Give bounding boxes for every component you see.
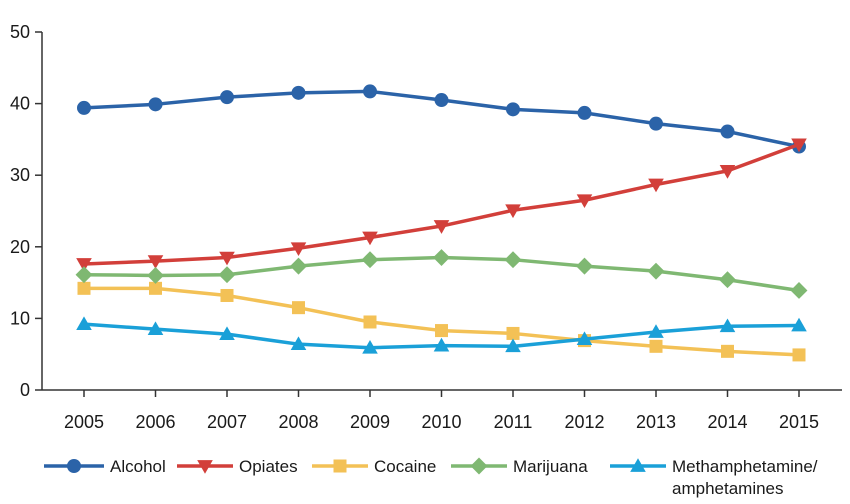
legend-item-cocaine: Cocaine [312, 457, 436, 476]
legend-marker [470, 457, 488, 475]
cocaine-point [363, 315, 377, 329]
series-layer [75, 84, 808, 362]
y-tick-label: 10 [10, 308, 30, 328]
opiates-point [505, 204, 521, 219]
opiates-point [791, 138, 807, 153]
legend-marker [333, 459, 347, 473]
cocaine-point [721, 344, 734, 358]
marijuana-point [433, 249, 450, 266]
legend-item-methamphetamine: Methamphetamine/amphetamines [610, 457, 818, 498]
methamphetamine-point [719, 318, 736, 333]
alcohol-point [506, 102, 520, 117]
alcohol-point [720, 124, 735, 139]
cocaine-point [792, 348, 806, 362]
alcohol-point [649, 116, 663, 131]
methamphetamine-point [362, 339, 378, 354]
x-tick-label: 2013 [636, 412, 676, 432]
opiates-point [648, 178, 664, 193]
marijuana-point [147, 266, 164, 284]
opiates-line [83, 142, 800, 266]
x-tick-label: 2006 [135, 412, 175, 432]
legend-item-marijuana: Marijuana [451, 457, 588, 476]
cocaine-point [292, 301, 305, 315]
legend-label: Opiates [239, 457, 298, 476]
series-alcohol [77, 84, 806, 154]
opiates-point [719, 165, 736, 179]
opiates-point [433, 220, 450, 234]
legend: Alcohol Opiates Cocaine Marijuana Methamphet… [44, 457, 818, 498]
legend-label: Marijuana [513, 457, 588, 476]
alcohol-point [148, 97, 163, 112]
y-tick-label: 0 [20, 380, 30, 400]
marijuana-point [719, 271, 736, 289]
y-tick-label: 50 [10, 22, 30, 42]
cocaine-point [649, 339, 663, 353]
legend-marker [197, 460, 213, 474]
alcohol-point [220, 90, 234, 105]
series-methamphetamine [76, 316, 807, 354]
marijuana-point [504, 251, 522, 269]
opiates-point [290, 242, 307, 257]
methamphetamine-point [433, 337, 450, 352]
cocaine-point [77, 281, 91, 295]
x-tick-label: 2012 [564, 412, 604, 432]
opiates-point [576, 194, 593, 209]
alcohol-point [434, 93, 449, 108]
opiates-point [76, 258, 92, 272]
cocaine-point [220, 288, 234, 302]
marijuana-point [790, 282, 808, 299]
y-tick-label: 40 [10, 94, 30, 114]
cocaine-point [506, 326, 520, 340]
x-tick-label: 2009 [350, 412, 390, 432]
marijuana-point [647, 262, 665, 280]
methamphetamine-point [76, 316, 92, 330]
marijuana-point [75, 266, 93, 284]
methamphetamine-point [648, 324, 664, 338]
y-tick-label: 20 [10, 237, 30, 257]
methamphetamine-point [791, 317, 807, 332]
alcohol-point [77, 100, 91, 115]
methamphetamine-point [290, 336, 307, 351]
x-tick-label: 2014 [707, 412, 747, 432]
axes: 0 10 20 30 40 50 2005 2006 2007 2008 2009 2010 2011 2… [10, 22, 842, 432]
cocaine-point [149, 281, 162, 295]
marijuana-point [361, 251, 379, 269]
alcohol-point [363, 84, 377, 99]
legend-marker [630, 458, 646, 472]
legend-label: Methamphetamine/ [672, 457, 818, 476]
methamphetamine-point [505, 338, 521, 353]
methamphetamine-point [219, 326, 235, 341]
x-tick-label: 2007 [207, 412, 247, 432]
x-tick-label: 2008 [278, 412, 318, 432]
legend-label-line2: amphetamines [672, 479, 784, 498]
legend-label: Alcohol [110, 457, 166, 476]
x-tick-label: 2015 [779, 412, 819, 432]
cocaine-point [435, 324, 448, 338]
marijuana-point [290, 257, 307, 275]
y-tick-label: 30 [10, 165, 30, 185]
methamphetamine-point [576, 331, 593, 346]
x-tick-label: 2010 [421, 412, 461, 432]
series-opiates [76, 138, 807, 272]
x-tick-label: 2005 [64, 412, 104, 432]
marijuana-point [218, 266, 236, 284]
series-marijuana [75, 249, 808, 299]
alcohol-point [291, 85, 306, 100]
legend-label: Cocaine [374, 457, 436, 476]
x-tick-label: 2011 [494, 412, 533, 432]
legend-item-opiates: Opiates [177, 457, 298, 476]
opiates-point [147, 255, 164, 269]
methamphetamine-point [147, 321, 164, 335]
marijuana-point [576, 257, 593, 275]
legend-item-alcohol: Alcohol [44, 457, 166, 476]
opiates-point [362, 231, 378, 246]
alcohol-point [577, 105, 592, 120]
opiates-point [219, 251, 235, 266]
legend-marker [67, 459, 81, 473]
